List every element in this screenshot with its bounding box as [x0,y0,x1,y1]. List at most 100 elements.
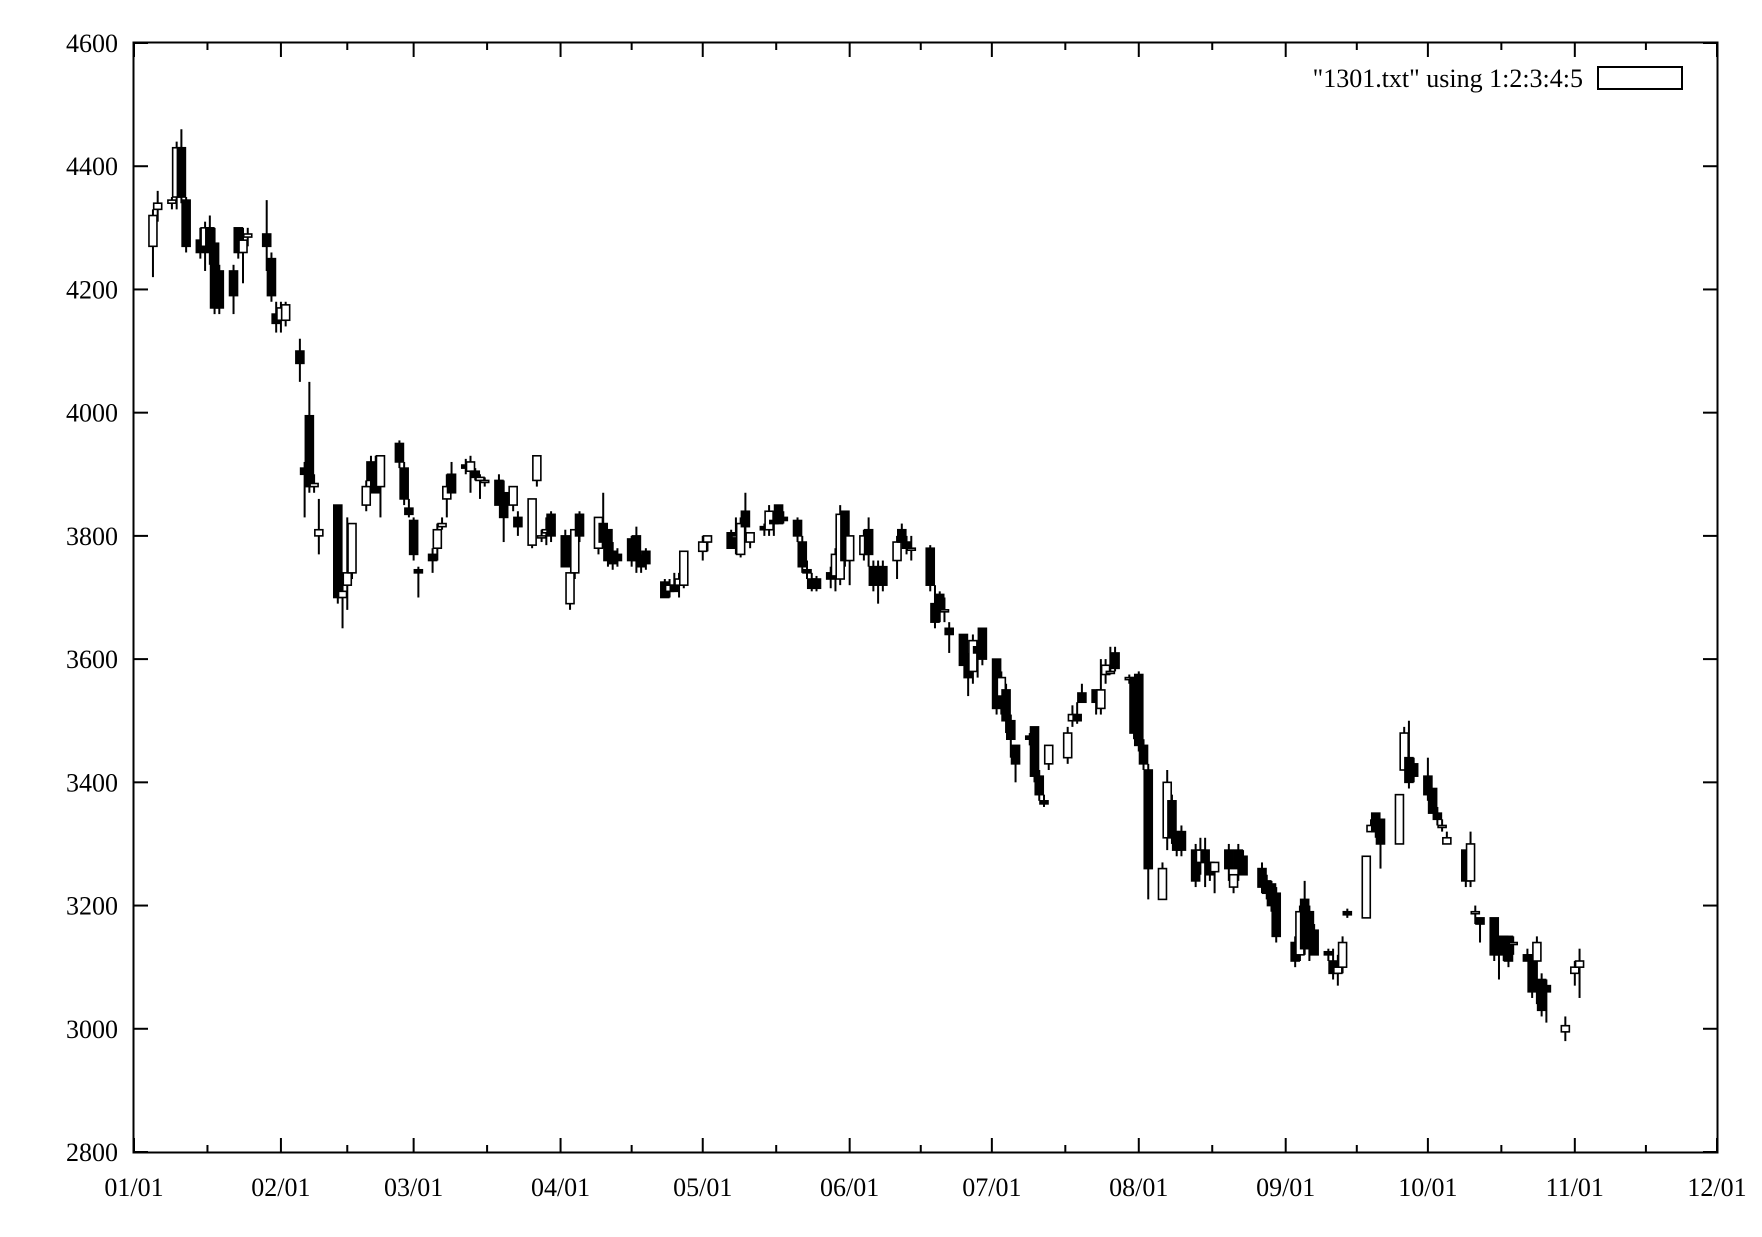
candle-body-down [394,442,405,463]
candle [532,454,542,487]
candle [1503,935,1514,968]
candle-body-down [266,257,277,297]
candle [1029,726,1040,783]
candle [1077,683,1087,704]
candle-body-down [1034,775,1045,796]
candle-body-down [427,553,438,562]
candles [148,129,1585,1042]
candle-body-up [309,482,319,488]
candle [1465,831,1476,888]
candle-body-up [479,479,490,484]
plot-frame [132,41,1719,1154]
candle-body-up [1228,873,1239,888]
candle-body-down [1475,917,1485,925]
candle-body-up [1337,941,1348,968]
candle [560,529,571,568]
y-tick-label: 3800 [66,522,118,551]
candle [574,511,585,543]
y-tick-label: 2800 [66,1138,118,1167]
candle [527,498,537,549]
candle [304,381,315,493]
candle-body-up [1157,867,1168,901]
candle [546,511,556,543]
candle-body-down [399,467,409,500]
x-tick-label: 02/01 [251,1173,310,1202]
candle-body-up [745,532,755,543]
candle-body-down [792,519,803,537]
candle-body-up [167,199,177,204]
candle-body-up [1043,744,1054,765]
candle [811,575,822,592]
candle [475,474,485,499]
candle [361,480,372,512]
candle-body-up [148,214,158,248]
candle-body-down [1309,929,1319,956]
candle-body-down [958,633,969,667]
y-tick-label: 4000 [66,399,118,428]
candle [1176,825,1187,857]
candle [1010,744,1021,783]
candle [863,517,874,567]
candle-body-down [1029,726,1040,777]
candle-body-down [228,270,239,297]
candle-body-down [897,528,907,543]
candle [977,627,988,666]
candle [897,523,907,543]
candle-body-down [546,513,556,537]
candle [181,197,191,253]
candle [1238,850,1248,876]
candle-body-up [735,522,746,556]
candle-body-up [432,528,443,550]
candle-body-down [513,516,523,528]
candle-body-down [295,350,305,365]
candle [167,197,177,210]
candle-body-up [152,202,163,211]
axis-ticks: 2800 3000 3200 3400 3600 3800 4000 4200 4400 4600… [66,29,1747,1202]
candle [1574,948,1585,998]
candle [1408,757,1419,783]
candle-body-up [1442,836,1452,845]
candle-body-down [925,547,936,586]
candle-body-down [612,553,623,562]
candle-body-down [404,507,414,516]
x-tick-label: 03/01 [384,1173,443,1202]
candle-body-up [527,498,537,546]
candle-body-down [408,519,419,556]
candle-body-up [437,522,447,528]
candle-body-down [631,535,642,562]
candle-body-down [669,584,680,593]
candle [242,227,253,247]
candle-body-down [811,578,822,590]
candle-body-up [347,522,357,574]
legend: "1301.txt" using 1:2:3:4:5 [1313,64,1683,93]
y-tick-label: 3600 [66,645,118,674]
y-tick-label: 4400 [66,152,118,181]
x-tick-label: 12/01 [1687,1173,1746,1202]
y-tick-label: 3200 [66,892,118,921]
candle [1342,908,1353,918]
candle-body-down [641,550,651,565]
candle [1271,887,1282,943]
candle-body-up [844,535,855,562]
candle [266,252,277,302]
candle [1228,873,1239,894]
candle [408,517,419,561]
candle-body-down [944,627,954,636]
candle-body-down [1238,855,1248,876]
candle-body-down [1001,689,1011,722]
candle-body-down [977,627,988,660]
candle-body-down [1224,849,1234,870]
candle-body-down [1503,935,1514,962]
candle [1536,973,1547,1017]
candle-body-down [1408,763,1419,777]
candle [1110,646,1120,672]
candle [228,264,239,315]
candle-body-up [1470,910,1481,915]
candle [1309,924,1319,956]
y-tick-label: 3400 [66,768,118,797]
candle-body-down [1536,978,1547,1012]
y-tick-label: 4600 [66,29,118,58]
candle-body-down [498,491,509,519]
candle-body-up [465,461,476,472]
